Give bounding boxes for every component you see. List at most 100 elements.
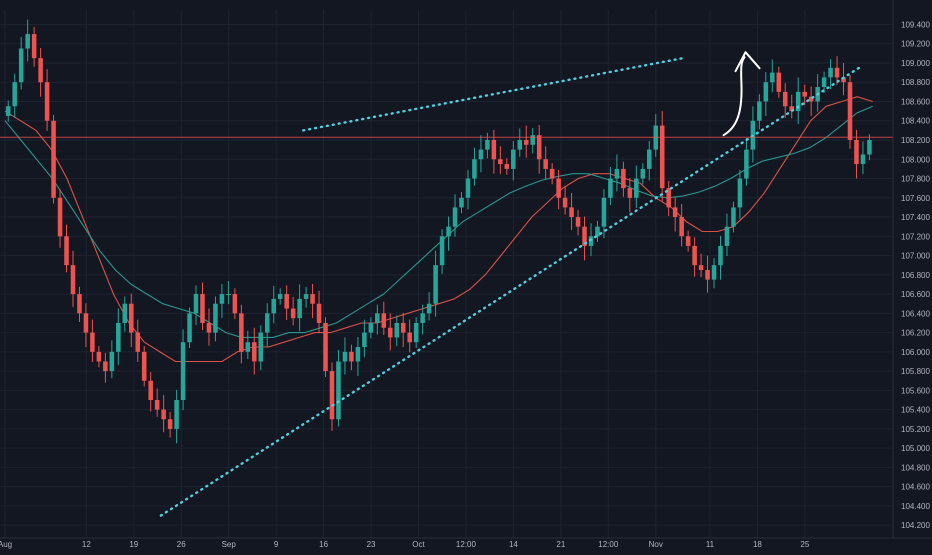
candle-body [310, 294, 315, 304]
candle-body [757, 101, 762, 121]
candle-body [303, 294, 309, 299]
candle-body [394, 322, 400, 338]
candle-body [744, 149, 749, 179]
candle-body [841, 77, 846, 83]
price-tick-label: 104.800 [901, 463, 930, 472]
price-tick-label: 104.400 [901, 502, 930, 511]
candle-body [219, 294, 225, 304]
candle-body [12, 82, 17, 107]
moving-average-fast-line [4, 96, 873, 363]
moving-average-slow-line [4, 105, 873, 338]
time-tick-label: 21 [556, 540, 565, 549]
candle-body [608, 178, 613, 198]
price-tick-label: 105.000 [901, 444, 930, 453]
trendlines [159, 56, 861, 517]
price-tick-label: 105.400 [901, 406, 930, 415]
candle-body [252, 342, 257, 362]
time-tick-label: 25 [800, 540, 809, 549]
price-tick-label: 107.800 [901, 175, 930, 184]
price-tick-label: 105.200 [901, 425, 930, 434]
candle-body [478, 149, 484, 160]
candle-body [601, 197, 607, 227]
candle-body [187, 313, 192, 343]
price-tick-label: 105.600 [901, 386, 930, 395]
candle-body [342, 351, 348, 362]
candle-body [57, 197, 63, 237]
candle-body [264, 313, 270, 333]
candle-body [459, 197, 464, 208]
candle-body [245, 342, 251, 352]
candle-body [213, 303, 218, 333]
time-tick-label: Sep [222, 540, 237, 549]
candle-body [336, 361, 341, 420]
candle-body [549, 168, 555, 179]
candle-body [44, 82, 50, 121]
candle-body [446, 226, 451, 237]
time-tick-label: Oct [412, 540, 425, 549]
candle-body [433, 265, 438, 304]
candle-body [148, 380, 153, 400]
candle-body [523, 140, 529, 145]
candle-body [174, 400, 179, 429]
candle-body [316, 303, 322, 323]
candle-body [711, 265, 717, 280]
candle-body [90, 332, 95, 352]
price-tick-label: 104.600 [901, 483, 930, 492]
candle-body [290, 308, 296, 319]
candle-body [258, 332, 264, 362]
time-tick-label: 9 [274, 540, 279, 549]
candle-body [562, 197, 568, 208]
candle-body [582, 226, 587, 246]
candle-body [847, 82, 853, 140]
candle-body [206, 322, 212, 333]
arrow-stroke [722, 56, 746, 137]
price-tick-label: 108.400 [901, 117, 930, 126]
price-tick-label: 108.200 [901, 136, 930, 145]
candle-body [329, 371, 335, 420]
candle-body [782, 91, 788, 107]
candle-body [5, 106, 11, 116]
candle-body [38, 58, 43, 83]
price-tick-label: 106.800 [901, 271, 930, 280]
candle-body [770, 72, 775, 83]
time-tick-label: 12:00 [456, 540, 477, 549]
candle-body [368, 322, 374, 333]
price-tick-label: 107.600 [901, 194, 930, 203]
trendline-lower-support [159, 66, 861, 517]
candle-body [511, 149, 516, 169]
price-tick-label: 109.200 [901, 40, 930, 49]
time-tick-label: 16 [319, 540, 328, 549]
candle-body [297, 298, 302, 319]
candle-body [724, 226, 730, 246]
price-tick-label: 104.200 [901, 521, 930, 530]
candle-body [103, 361, 108, 372]
candle-body [64, 236, 69, 266]
time-tick-label: 23 [367, 540, 376, 549]
candle-body [116, 322, 121, 352]
candle-body [776, 72, 782, 92]
candle-body [388, 327, 393, 338]
candle-body [31, 34, 37, 59]
candle-body [284, 294, 289, 309]
moving-averages [4, 96, 873, 363]
candle-body [439, 236, 445, 266]
candle-body [685, 236, 691, 246]
time-tick-label: 12 [82, 540, 91, 549]
price-tick-label: 108.800 [901, 78, 930, 87]
candle-body [737, 178, 743, 208]
price-tick-label: 109.000 [901, 59, 930, 68]
candle-body [465, 178, 471, 198]
candle-body [808, 96, 814, 102]
candle-body [193, 294, 199, 314]
candle-body [860, 154, 866, 165]
hand-drawn-arrow [722, 51, 761, 137]
candle-body [731, 207, 736, 227]
time-tick-label: 18 [753, 540, 762, 549]
candle-body [122, 303, 128, 323]
grid-lines [0, 10, 893, 538]
candle-body [802, 91, 807, 97]
candle-body [70, 265, 76, 295]
candle-body [420, 313, 425, 323]
candle-body [25, 34, 30, 49]
